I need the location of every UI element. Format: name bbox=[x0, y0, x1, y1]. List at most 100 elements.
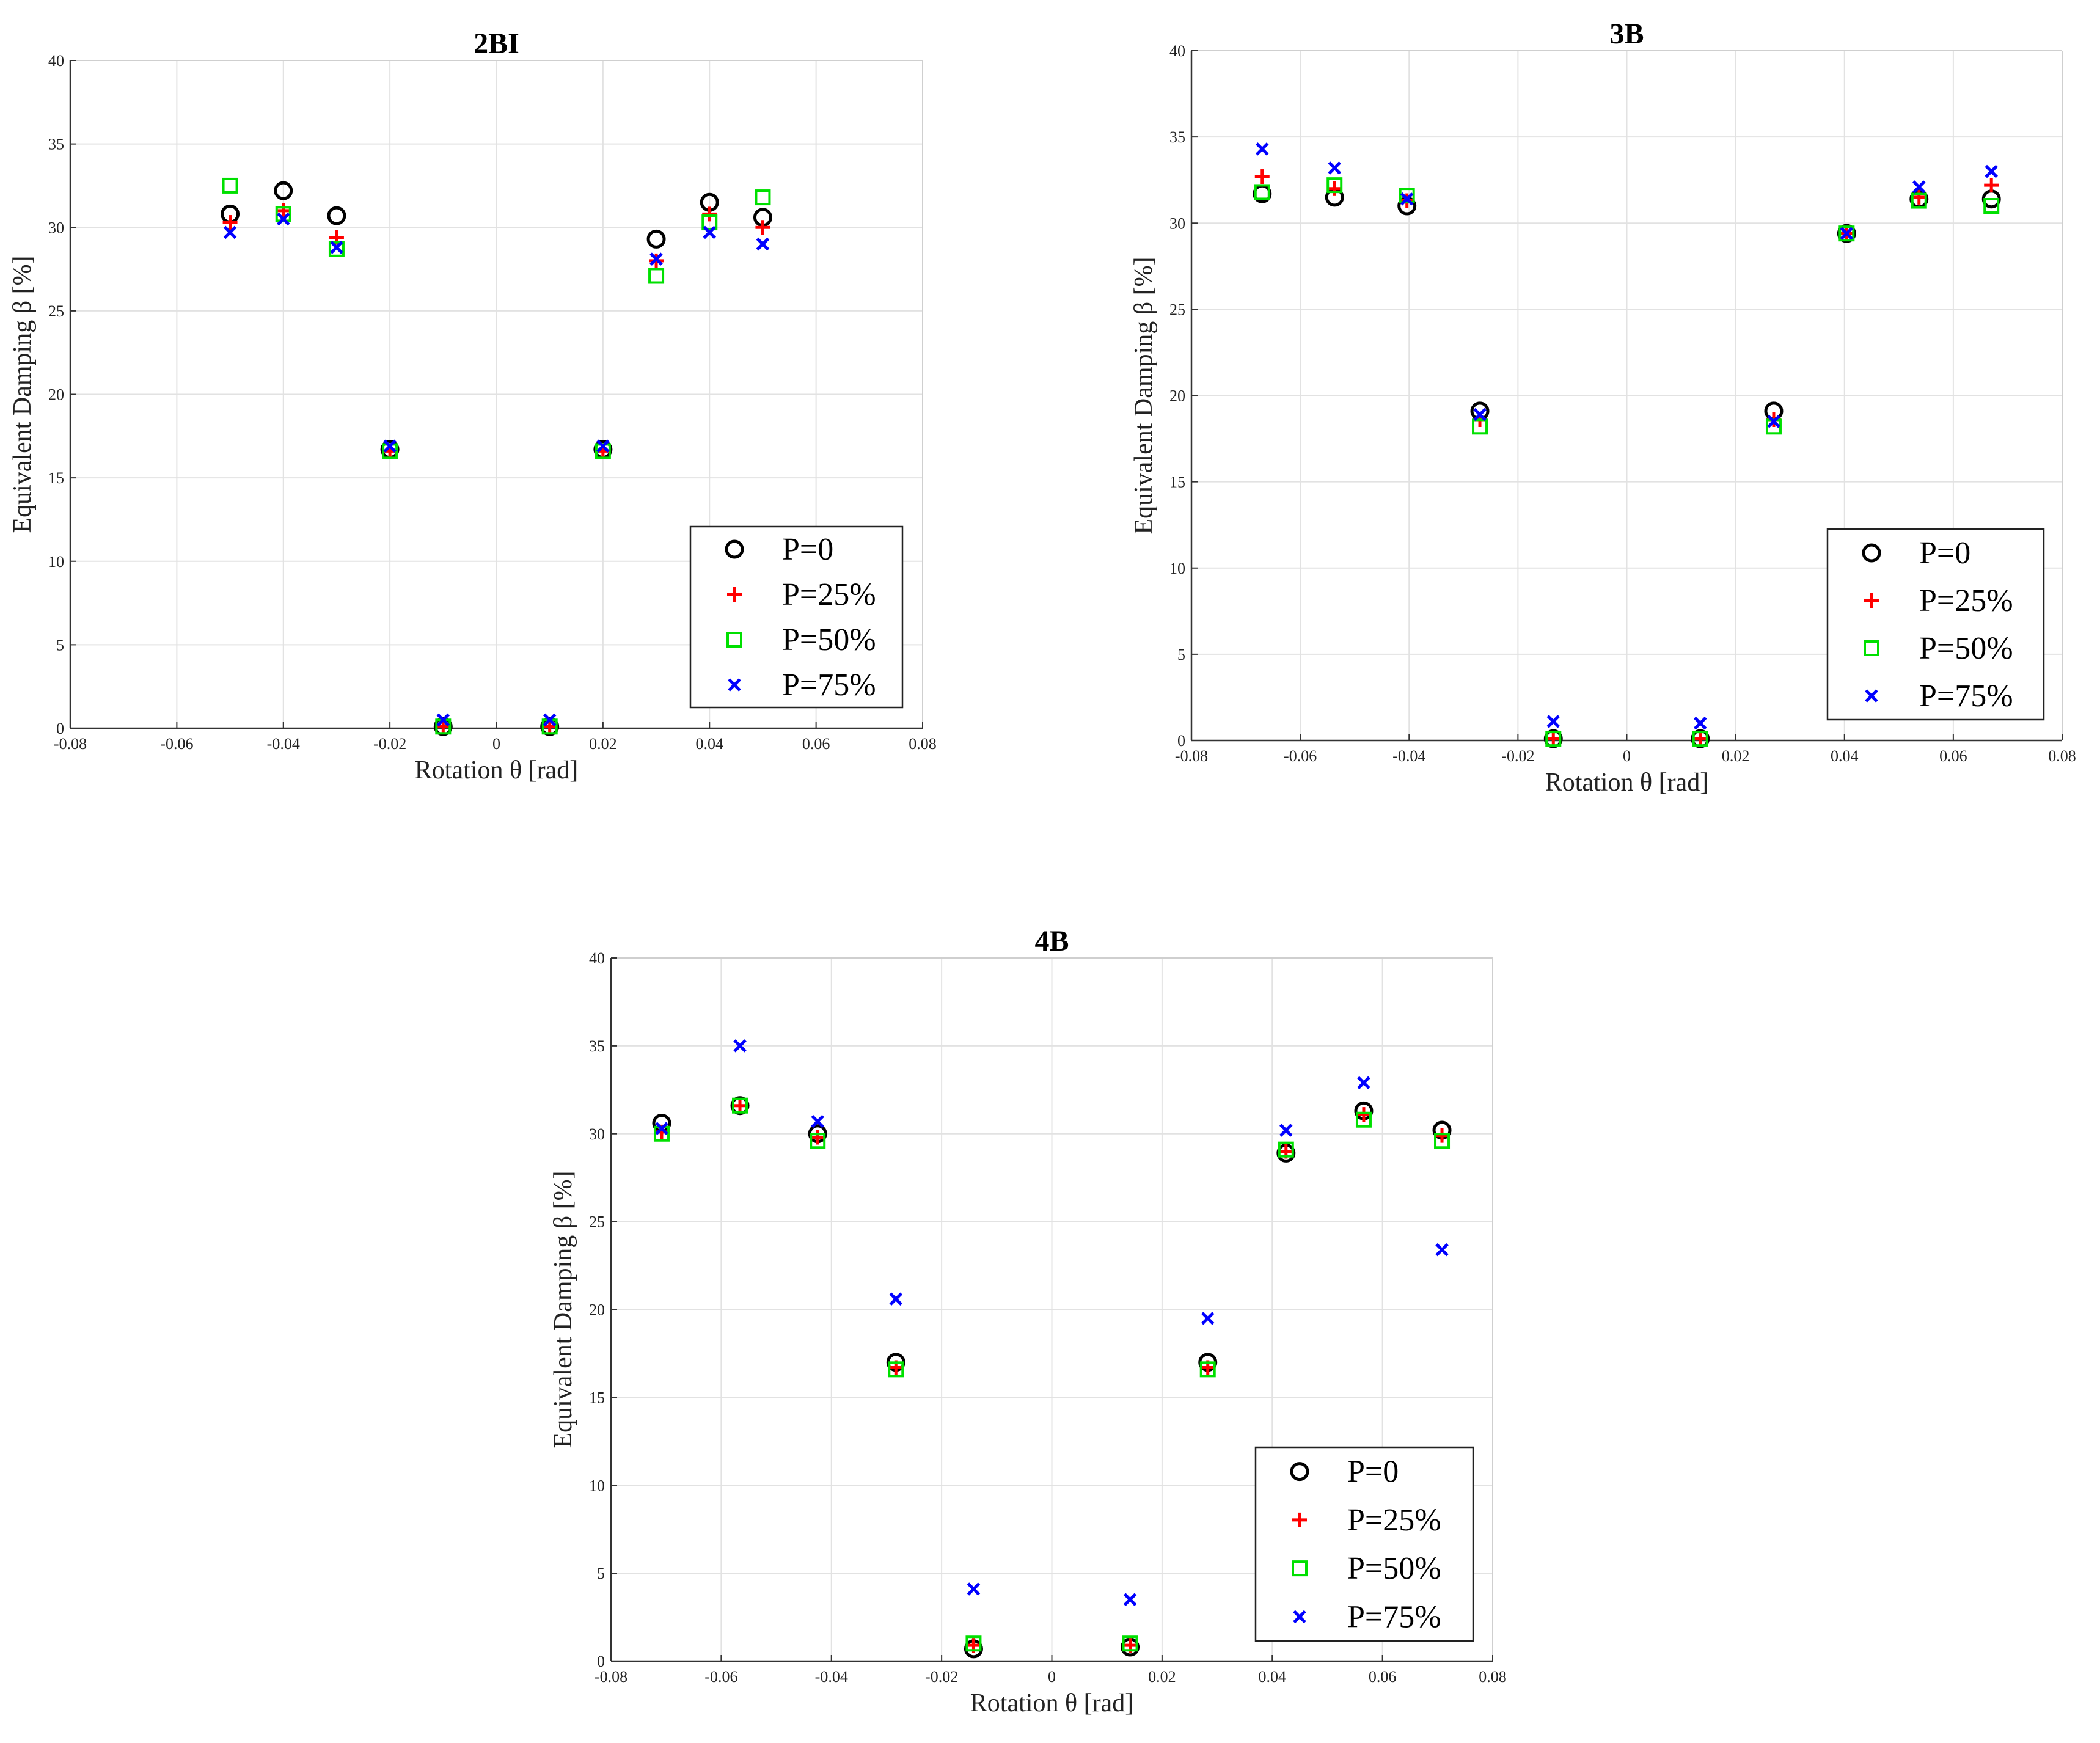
x-tick-label: -0.04 bbox=[1392, 747, 1425, 765]
legend-box bbox=[1826, 528, 2045, 721]
data-point-p75 bbox=[655, 1122, 668, 1135]
data-point-p75 bbox=[1279, 1124, 1293, 1137]
data-point-p75 bbox=[649, 252, 663, 266]
legend-marker bbox=[726, 632, 742, 648]
data-point-p50 bbox=[1278, 1141, 1294, 1158]
y-tick-label: 15 bbox=[589, 1389, 605, 1406]
y-tick-label: 30 bbox=[1169, 214, 1185, 232]
data-point-p75 bbox=[1767, 415, 1780, 428]
data-point-p50 bbox=[701, 214, 718, 231]
x-tick-label: -0.02 bbox=[925, 1668, 958, 1686]
legend: P=0 P=25% P=50% P=75% bbox=[1826, 528, 2045, 721]
data-point-p0 bbox=[646, 229, 666, 249]
data-point-p75 bbox=[1328, 161, 1342, 175]
data-point-p75 bbox=[1546, 715, 1560, 728]
legend-box bbox=[689, 525, 904, 709]
y-tick-label: 35 bbox=[1169, 128, 1185, 146]
chart-3b: -0.08 -0.06 -0.04 -0.02 0 0.02 0.04 0.06 0.08 0 5 1… bbox=[1130, 18, 2076, 797]
y-axis-label: Equivalent Damping β [%] bbox=[9, 255, 37, 533]
data-point-p25 bbox=[1356, 1107, 1371, 1122]
legend-marker bbox=[1865, 689, 1878, 703]
data-point-p50 bbox=[810, 1133, 826, 1149]
legend-label: P=50% bbox=[782, 623, 876, 657]
data-point-p50 bbox=[1254, 184, 1270, 200]
x-tick-label: 0.04 bbox=[1831, 747, 1859, 765]
y-axis-label: Equivalent Damping β [%] bbox=[1130, 257, 1158, 534]
x-tick-label: -0.06 bbox=[704, 1668, 737, 1686]
x-tick-label: 0.08 bbox=[2048, 747, 2076, 765]
x-tick-label: -0.08 bbox=[54, 735, 87, 753]
data-point-p50 bbox=[1472, 418, 1488, 435]
data-point-p50 bbox=[222, 177, 238, 194]
data-point-p50 bbox=[1692, 731, 1708, 747]
data-point-p50 bbox=[1399, 188, 1415, 204]
y-tick-label: 0 bbox=[1177, 732, 1185, 750]
x-tick-label: 0.02 bbox=[1722, 747, 1750, 765]
data-point-p25 bbox=[810, 1130, 825, 1145]
x-tick-label: 0.06 bbox=[1369, 1668, 1397, 1686]
legend-marker bbox=[1290, 1462, 1309, 1482]
y-tick-label: 10 bbox=[1169, 560, 1185, 577]
y-tick-label: 10 bbox=[48, 553, 64, 571]
legend-marker bbox=[1292, 1512, 1307, 1527]
data-point-p50 bbox=[1199, 1361, 1216, 1378]
data-point-p75 bbox=[1201, 1312, 1215, 1325]
legend-marker bbox=[727, 587, 742, 602]
x-axis-label: Rotation θ [rad] bbox=[1545, 769, 1708, 797]
legend-label: P=75% bbox=[1347, 1599, 1441, 1634]
x-tick-label: -0.06 bbox=[160, 735, 193, 753]
chart-4b: -0.08 -0.06 -0.04 -0.02 0 0.02 0.04 0.06 0.08 0 5 1… bbox=[549, 925, 1507, 1717]
legend-marker bbox=[1864, 593, 1879, 608]
data-point-p25 bbox=[1911, 189, 1926, 205]
x-tick-label: 0.06 bbox=[802, 735, 830, 753]
y-tick-label: 5 bbox=[597, 1565, 605, 1582]
legend-marker bbox=[1292, 1560, 1308, 1577]
data-point-p50 bbox=[1983, 198, 2000, 214]
x-tick-label: 0 bbox=[1623, 747, 1631, 765]
data-point-p50 bbox=[755, 189, 771, 206]
data-point-p75 bbox=[276, 212, 290, 226]
x-tick-label: 0 bbox=[492, 735, 500, 753]
legend-box bbox=[1254, 1446, 1474, 1642]
y-tick-label: 25 bbox=[1169, 301, 1185, 318]
x-tick-label: 0.02 bbox=[589, 735, 617, 753]
y-tick-label: 40 bbox=[1169, 42, 1185, 60]
data-point-p50 bbox=[1434, 1133, 1451, 1149]
data-point-p75 bbox=[733, 1039, 747, 1053]
y-tick-label: 0 bbox=[56, 720, 64, 737]
data-point-p50 bbox=[328, 241, 345, 257]
legend-label: P=25% bbox=[1919, 583, 2013, 618]
legend-label: P=0 bbox=[782, 532, 833, 567]
y-tick-label: 25 bbox=[589, 1213, 605, 1231]
data-point-p25 bbox=[1692, 731, 1708, 747]
y-tick-label: 15 bbox=[1169, 473, 1185, 491]
data-point-p75 bbox=[1400, 192, 1414, 206]
data-point-p75 bbox=[1123, 1593, 1137, 1607]
data-point-p75 bbox=[223, 225, 237, 239]
legend-label: P=25% bbox=[1347, 1503, 1441, 1538]
data-point-p75 bbox=[1256, 142, 1269, 156]
legend-label: P=50% bbox=[1347, 1551, 1441, 1586]
x-tick-label: -0.04 bbox=[815, 1668, 848, 1686]
data-point-p25 bbox=[276, 203, 291, 218]
data-point-p50 bbox=[965, 1635, 982, 1652]
y-tick-label: 40 bbox=[48, 52, 64, 70]
data-point-p50 bbox=[1355, 1111, 1372, 1128]
data-point-p50 bbox=[1911, 192, 1927, 209]
x-tick-label: -0.08 bbox=[595, 1668, 627, 1686]
x-tick-label: -0.04 bbox=[267, 735, 300, 753]
legend-marker bbox=[725, 539, 744, 559]
x-tick-label: 0.08 bbox=[909, 735, 937, 753]
legend-label: P=75% bbox=[782, 668, 876, 703]
x-tick-label: 0.06 bbox=[1939, 747, 1967, 765]
data-point-p25 bbox=[222, 215, 238, 230]
data-point-p75 bbox=[1473, 407, 1487, 422]
data-point-p50 bbox=[1326, 177, 1343, 194]
x-tick-label: -0.02 bbox=[1501, 747, 1534, 765]
data-point-p75 bbox=[1435, 1243, 1449, 1257]
data-point-p75 bbox=[1840, 227, 1854, 240]
data-point-p50 bbox=[1838, 225, 1855, 242]
x-axis-label: Rotation θ [rad] bbox=[970, 1689, 1133, 1717]
data-point-p25 bbox=[733, 1098, 748, 1113]
data-point-p50 bbox=[1122, 1635, 1138, 1652]
